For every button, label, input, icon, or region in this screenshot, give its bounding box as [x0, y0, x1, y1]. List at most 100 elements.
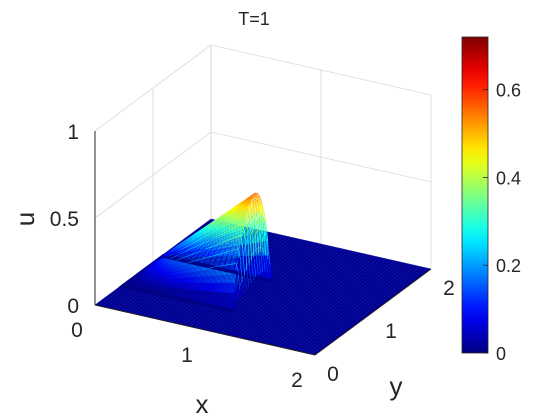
mesh-line: [140, 271, 143, 274]
mesh-line: [148, 273, 151, 275]
mesh-line: [155, 292, 157, 295]
mesh-line: [251, 260, 254, 280]
mesh-line: [179, 258, 182, 261]
mesh-line: [191, 249, 194, 254]
mesh-line: [244, 203, 247, 207]
mesh-line: [190, 250, 193, 254]
mesh-line: [144, 278, 147, 281]
mesh-line: [209, 225, 212, 228]
mesh-line: [255, 193, 257, 196]
mesh-line: [195, 303, 197, 305]
mesh-line: [219, 266, 222, 269]
mesh-line: [212, 245, 215, 247]
mesh-line: [154, 282, 157, 287]
mesh-line: [207, 266, 209, 268]
mesh-line: [245, 208, 248, 213]
mesh-line: [204, 304, 207, 306]
mesh-line: [200, 304, 202, 306]
mesh-line: [241, 223, 244, 226]
mesh-line: [197, 301, 199, 303]
mesh-line: [151, 290, 153, 293]
mesh-line: [225, 274, 228, 283]
mesh-line: [195, 282, 198, 291]
mesh-line: [270, 278, 273, 281]
mesh-line: [188, 267, 191, 273]
mesh-line: [217, 230, 220, 234]
mesh-line: [152, 277, 155, 281]
mesh-line: [158, 266, 161, 268]
mesh-line: [267, 246, 271, 266]
mesh-line: [191, 267, 194, 273]
mesh-line: [204, 228, 207, 231]
mesh-line: [234, 248, 237, 251]
mesh-line: [258, 232, 261, 243]
mesh-line: [260, 252, 264, 273]
mesh-line: [189, 260, 192, 262]
mesh-line: [129, 288, 131, 290]
mesh-line: [136, 272, 139, 275]
mesh-line: [175, 282, 178, 289]
mesh-line: [152, 271, 155, 274]
mesh-line: [143, 272, 146, 275]
mesh-line: [139, 290, 141, 292]
mesh-line: [161, 266, 164, 270]
mesh-line: [253, 195, 256, 198]
mesh-line: [230, 233, 233, 240]
mesh-line: [153, 291, 156, 294]
mesh-line: [198, 282, 201, 291]
mesh-line: [235, 207, 239, 209]
mesh-line: [203, 235, 206, 238]
mesh-line: [210, 238, 213, 240]
mesh-line: [119, 285, 121, 288]
mesh-line: [239, 272, 242, 275]
mesh-line: [157, 261, 160, 263]
mesh-line: [194, 300, 197, 303]
mesh-line: [162, 294, 165, 297]
mesh-line: [183, 254, 186, 258]
mesh-line: [199, 237, 202, 240]
mesh-line: [222, 215, 225, 218]
mesh-line: [192, 240, 196, 243]
mesh-line: [177, 265, 180, 267]
mesh-line: [260, 219, 263, 222]
mesh-line: [171, 271, 174, 276]
mesh-line: [246, 235, 249, 245]
mesh-line: [243, 256, 246, 277]
mesh-line: [215, 246, 333, 333]
mesh-line: [162, 287, 165, 294]
mesh-line: [157, 293, 160, 295]
mesh-line: [230, 221, 233, 223]
mesh-line: [208, 230, 211, 233]
mesh-line: [228, 211, 231, 214]
mesh-line: [215, 238, 218, 244]
mesh-line: [221, 218, 223, 221]
mesh-line: [250, 199, 253, 203]
mesh-line: [254, 194, 258, 197]
mesh-line: [186, 301, 189, 303]
mesh-line: [143, 278, 145, 281]
mesh-line: [174, 256, 177, 259]
mesh-line: [181, 269, 184, 274]
mesh-line: [192, 238, 195, 240]
mesh-line: [151, 265, 154, 268]
mesh-line: [227, 239, 230, 241]
mesh-line: [208, 303, 211, 306]
mesh-line: [180, 249, 183, 252]
mesh-line: [227, 234, 230, 241]
mesh-line: [239, 273, 242, 276]
mesh-line: [175, 249, 178, 251]
mesh-line: [185, 259, 188, 261]
mesh-line: [201, 302, 203, 304]
mesh-line: [233, 256, 236, 274]
mesh-line: [200, 244, 203, 248]
mesh-line: [154, 286, 157, 292]
mesh-line: [181, 244, 184, 246]
mesh-line: [231, 238, 234, 240]
mesh-line: [213, 244, 217, 247]
mesh-line: [202, 302, 204, 305]
mesh-line: [162, 293, 165, 296]
mesh-line: [140, 282, 143, 286]
mesh-line: [231, 293, 234, 310]
mesh-line: [127, 282, 129, 285]
mesh-line: [159, 282, 162, 287]
